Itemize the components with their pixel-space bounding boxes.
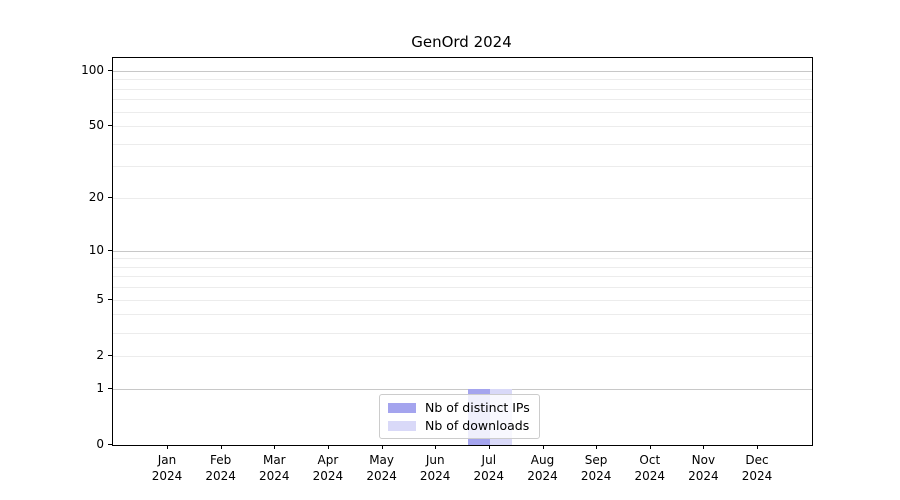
gridline-1 [113,388,812,390]
gridline-5 [113,299,812,301]
x-tick-label-nov: Nov 2024 [688,453,719,483]
y-tick-10 [108,249,112,251]
x-tick-label-aug: Aug 2024 [527,453,558,483]
legend: Nb of distinct IPs Nb of downloads [379,394,540,439]
gridline-7 [113,276,812,278]
y-tick-label-1: 1 [96,380,104,395]
x-tick-jun [435,445,437,449]
legend-item-downloads: Nb of downloads [388,418,530,433]
gridline-3 [113,332,812,334]
plot-area: Nb of distinct IPs Nb of downloads [112,57,813,446]
x-tick-label-jul: Jul 2024 [473,453,505,483]
gridline-60 [113,111,812,113]
x-tick-may [381,445,383,449]
x-tick-label-apr: Apr 2024 [312,453,344,483]
x-tick-label-jan: Jan 2024 [151,453,183,483]
gridline-40 [113,143,812,145]
y-tick-20 [108,197,112,198]
gridline-4 [113,314,812,316]
x-tick-label-may: May 2024 [366,453,397,483]
y-tick-label-2: 2 [96,347,104,362]
legend-swatch-distinct-ips [388,402,416,413]
gridline-90 [113,79,812,81]
gridline-50 [113,126,812,127]
x-tick-label-feb: Feb 2024 [205,453,236,483]
y-tick-label-0: 0 [96,437,104,451]
x-tick-feb [220,445,222,449]
y-tick-5 [108,298,112,300]
gridline-70 [113,99,812,101]
legend-item-distinct-ips: Nb of distinct IPs [388,400,530,415]
legend-label-downloads: Nb of downloads [425,418,530,433]
x-tick-mar [274,445,276,449]
x-tick-label-dec: Dec 2024 [741,453,773,483]
gridline-10 [113,250,812,252]
legend-label-distinct-ips: Nb of distinct IPs [425,400,530,415]
gridline-6 [113,287,812,289]
x-tick-nov [703,445,705,449]
legend-swatch-downloads [388,420,416,431]
x-tick-jul [488,445,490,449]
x-tick-label-jun: Jun 2024 [419,453,451,483]
x-tick-oct [649,445,651,449]
y-tick-label-50: 50 [88,118,104,132]
x-tick-aug [542,445,544,449]
x-tick-label-oct: Oct 2024 [634,453,666,483]
gridline-9 [113,258,812,260]
x-tick-dec [757,445,758,449]
gridline-30 [113,166,812,168]
gridline-20 [113,198,812,199]
y-tick-50 [108,125,112,126]
y-tick-100 [108,69,112,71]
gridline-8 [113,266,812,268]
y-tick-label-5: 5 [96,291,104,306]
y-tick-2 [108,354,112,356]
x-tick-apr [327,445,329,449]
x-tick-sep [596,445,598,449]
y-tick-0 [108,444,112,445]
y-tick-label-20: 20 [88,190,104,204]
gridline-80 [113,88,812,90]
chart-title: GenOrd 2024 [411,33,512,51]
x-tick-jan [167,445,168,449]
y-tick-1 [108,387,112,389]
x-tick-label-mar: Mar 2024 [259,453,290,483]
y-tick-label-100: 100 [81,62,104,77]
y-tick-label-10: 10 [88,242,104,257]
gridline-100 [113,70,812,72]
gridline-2 [113,355,812,357]
x-tick-label-sep: Sep 2024 [580,453,612,483]
